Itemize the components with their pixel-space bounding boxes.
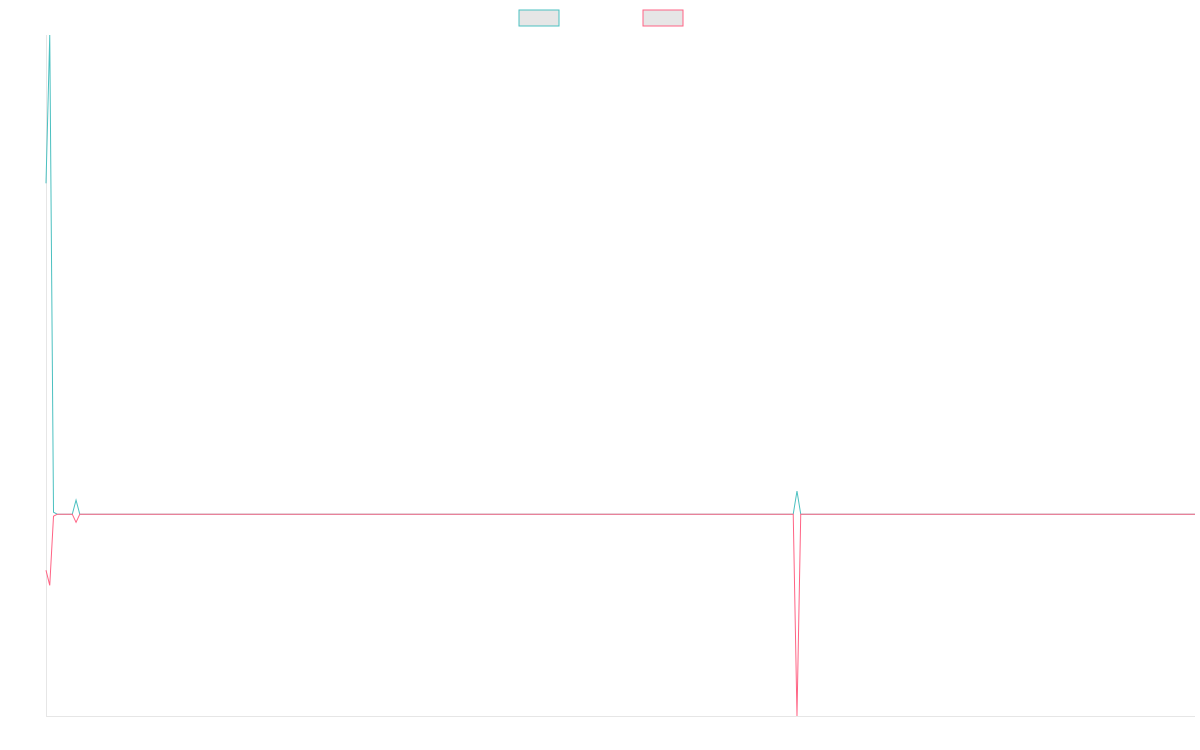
series-line xyxy=(45,34,1195,515)
legend-swatch[interactable] xyxy=(518,9,560,27)
series-line xyxy=(45,513,1195,717)
legend-swatch[interactable] xyxy=(642,9,684,27)
